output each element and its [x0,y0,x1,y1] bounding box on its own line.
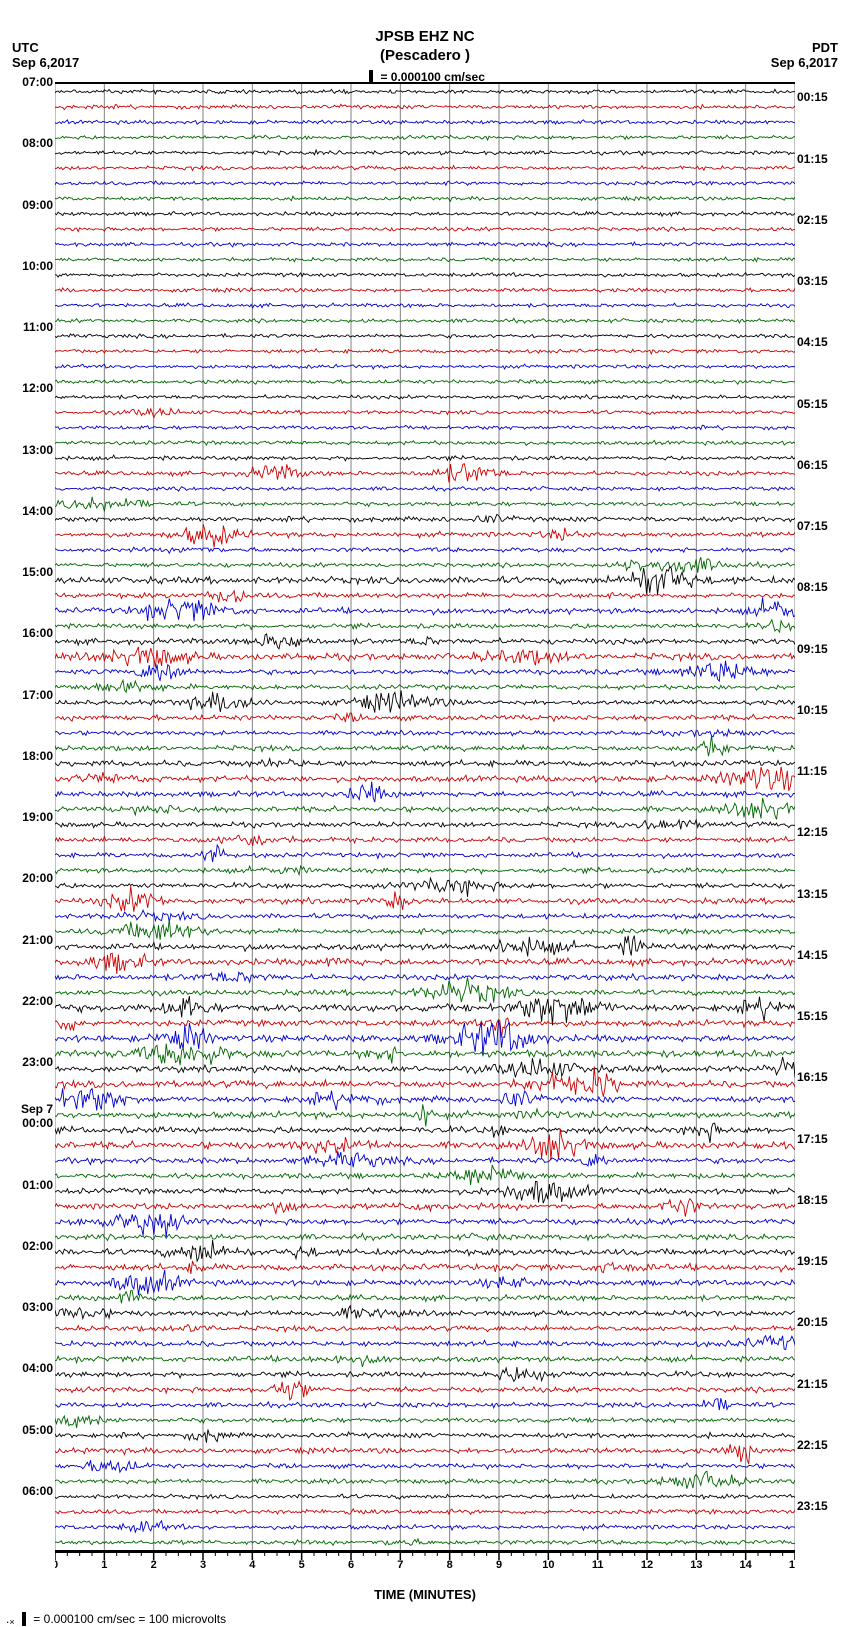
pdt-time-label: 16:15 [797,1071,849,1083]
svg-text:6: 6 [348,1559,354,1568]
utc-time-label: 21:00 [1,934,53,946]
utc-time-label: 15:00 [1,566,53,578]
svg-text:1: 1 [101,1559,107,1568]
svg-text:8: 8 [447,1559,453,1568]
utc-time-label: 14:00 [1,505,53,517]
svg-text:15: 15 [789,1559,795,1568]
svg-text:4: 4 [249,1559,256,1568]
pdt-time-label: 09:15 [797,643,849,655]
pdt-time-label: 06:15 [797,459,849,471]
left-time-labels: 07:0008:0009:0010:0011:0012:0013:0014:00… [1,82,53,1552]
pdt-time-label: 01:15 [797,153,849,165]
pdt-time-label: 11:15 [797,765,849,777]
utc-time-label: 18:00 [1,750,53,762]
pdt-time-label: 05:15 [797,398,849,410]
svg-text:11: 11 [592,1559,604,1568]
pdt-time-label: 23:15 [797,1500,849,1512]
footer-scale: .× = 0.000100 cm/sec = 100 microvolts [6,1612,850,1626]
x-axis-label: TIME (MINUTES) [55,1587,795,1602]
left-tz: UTC [12,40,79,55]
station-code: JPSB EHZ NC [0,28,850,45]
station-location: (Pescadero ) [0,47,850,64]
pdt-time-label: 00:15 [797,91,849,103]
pdt-time-label: 08:15 [797,581,849,593]
utc-time-label: 13:00 [1,444,53,456]
right-time-labels: 00:15 01:15 02:15 03:15 04:15 05:15 06:15 07:15… [797,82,849,1552]
pdt-time-label: 22:15 [797,1439,849,1451]
utc-time-label: 05:00 [1,1424,53,1436]
pdt-time-label: 13:15 [797,888,849,900]
svg-text:2: 2 [151,1559,157,1568]
seismogram-plot [55,82,795,1552]
pdt-time-label: 21:15 [797,1378,849,1390]
utc-time-label: 06:00 [1,1485,53,1497]
pdt-time-label: 19:15 [797,1255,849,1267]
svg-text:14: 14 [740,1559,753,1568]
utc-time-label: 19:00 [1,811,53,823]
utc-time-label: 16:00 [1,627,53,639]
pdt-time-label: 07:15 [797,520,849,532]
pdt-time-label: 12:15 [797,826,849,838]
pdt-time-label: 15:15 [797,1010,849,1022]
pdt-time-label: 17:15 [797,1133,849,1145]
pdt-time-label: 03:15 [797,275,849,287]
right-tz: PDT [771,40,838,55]
svg-text:3: 3 [200,1559,206,1568]
pdt-time-label: 18:15 [797,1194,849,1206]
utc-time-label: 07:00 [1,76,53,88]
svg-text:7: 7 [397,1559,403,1568]
svg-text:13: 13 [690,1559,702,1568]
pdt-time-label: 20:15 [797,1316,849,1328]
utc-time-label: 23:00 [1,1056,53,1068]
utc-time-label: 12:00 [1,382,53,394]
pdt-time-label: 10:15 [797,704,849,716]
utc-time-label: 17:00 [1,689,53,701]
svg-text:5: 5 [299,1559,305,1568]
right-date: Sep 6,2017 [771,55,838,70]
utc-time-label: 00:00 [1,1117,53,1129]
pdt-time-label: 02:15 [797,214,849,226]
utc-time-label: 20:00 [1,872,53,884]
utc-time-label: 04:00 [1,1362,53,1374]
utc-time-label: 22:00 [1,995,53,1007]
utc-time-label: 11:00 [1,321,53,333]
svg-text:0: 0 [55,1559,58,1568]
svg-text:9: 9 [496,1559,502,1568]
pdt-time-label: 04:15 [797,336,849,348]
utc-day-marker: Sep 7 [1,1103,53,1115]
utc-time-label: 02:00 [1,1240,53,1252]
utc-time-label: 10:00 [1,260,53,272]
utc-time-label: 09:00 [1,199,53,211]
utc-time-label: 03:00 [1,1301,53,1313]
utc-time-label: 01:00 [1,1179,53,1191]
pdt-time-label: 14:15 [797,949,849,961]
svg-text:12: 12 [641,1559,653,1568]
left-date: Sep 6,2017 [12,55,79,70]
utc-time-label: 08:00 [1,137,53,149]
svg-text:10: 10 [542,1559,554,1568]
